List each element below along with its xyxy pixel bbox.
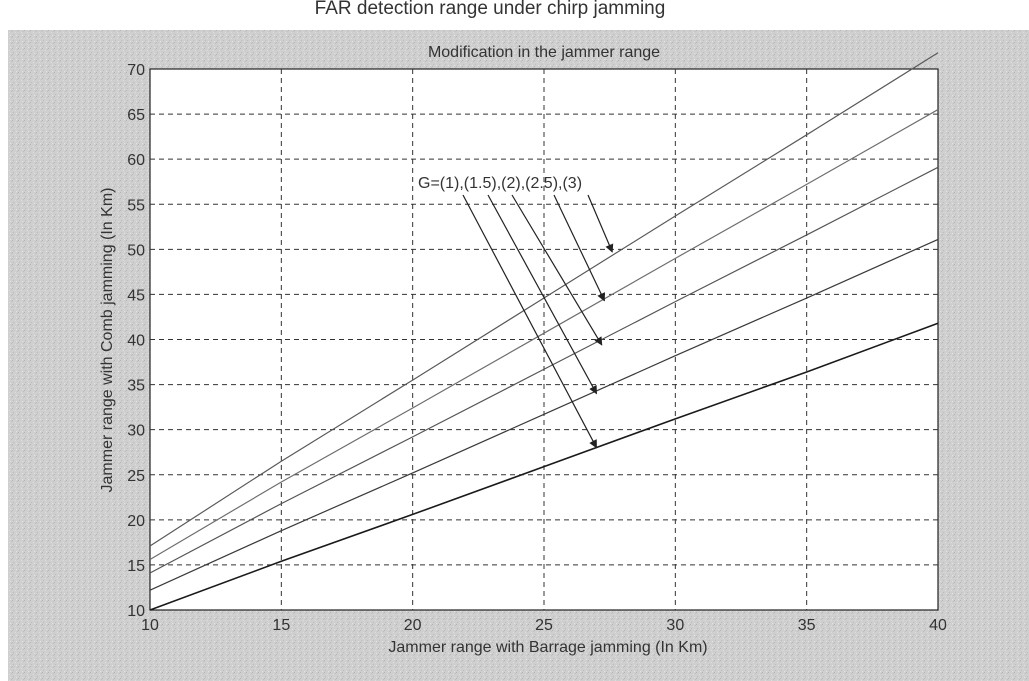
annotation-arrow [511,194,603,346]
y-tick-label: 20 [127,513,145,530]
series-line-2 [149,238,939,591]
x-tick-label: 10 [141,617,159,634]
series-line-4 [149,109,939,561]
y-tick-label: 55 [127,197,145,214]
y-tick-label: 15 [127,558,145,575]
y-tick-label: 40 [127,333,145,350]
grid-lines [150,69,938,610]
x-axis-label: Jammer range with Barrage jamming (In Km… [388,639,707,656]
annotation-label: G=(1),(1.5),(2),(2.5),(3) [418,175,582,192]
y-tick-label: 10 [127,603,145,620]
x-tick-label: 25 [535,617,553,634]
x-tick-label: 15 [272,617,290,634]
y-tick-label: 45 [127,287,145,304]
x-tick-label: 35 [798,617,816,634]
y-axis-label: Jammer range with Comb jamming (In Km) [99,188,116,493]
annotation-arrow [553,194,605,302]
y-tick-label: 30 [127,423,145,440]
annotation-arrows [462,194,614,449]
annotation-arrow [487,194,598,395]
y-tick-labels: 10 15 20 25 30 35 40 45 50 55 60 65 70 [127,62,145,620]
y-tick-label: 35 [127,378,145,395]
y-tick-label: 25 [127,468,145,485]
y-tick-label: 50 [127,242,145,259]
series-line-3 [149,166,939,574]
x-tick-label: 20 [404,617,422,634]
series-line-1 [149,322,939,611]
x-tick-labels: 10 15 20 25 30 35 40 [141,617,947,634]
annotation-arrow [462,194,598,449]
x-tick-label: 40 [929,617,947,634]
x-tick-label: 30 [666,617,684,634]
series-lines [149,52,939,611]
y-tick-label: 60 [127,152,145,169]
page-title: FAR detection range under chirp jamming [315,0,666,19]
y-tick-label: 70 [127,62,145,79]
annotation-arrow [587,194,614,253]
chart-title: Modification in the jammer range [428,44,660,61]
y-tick-label: 65 [127,107,145,124]
